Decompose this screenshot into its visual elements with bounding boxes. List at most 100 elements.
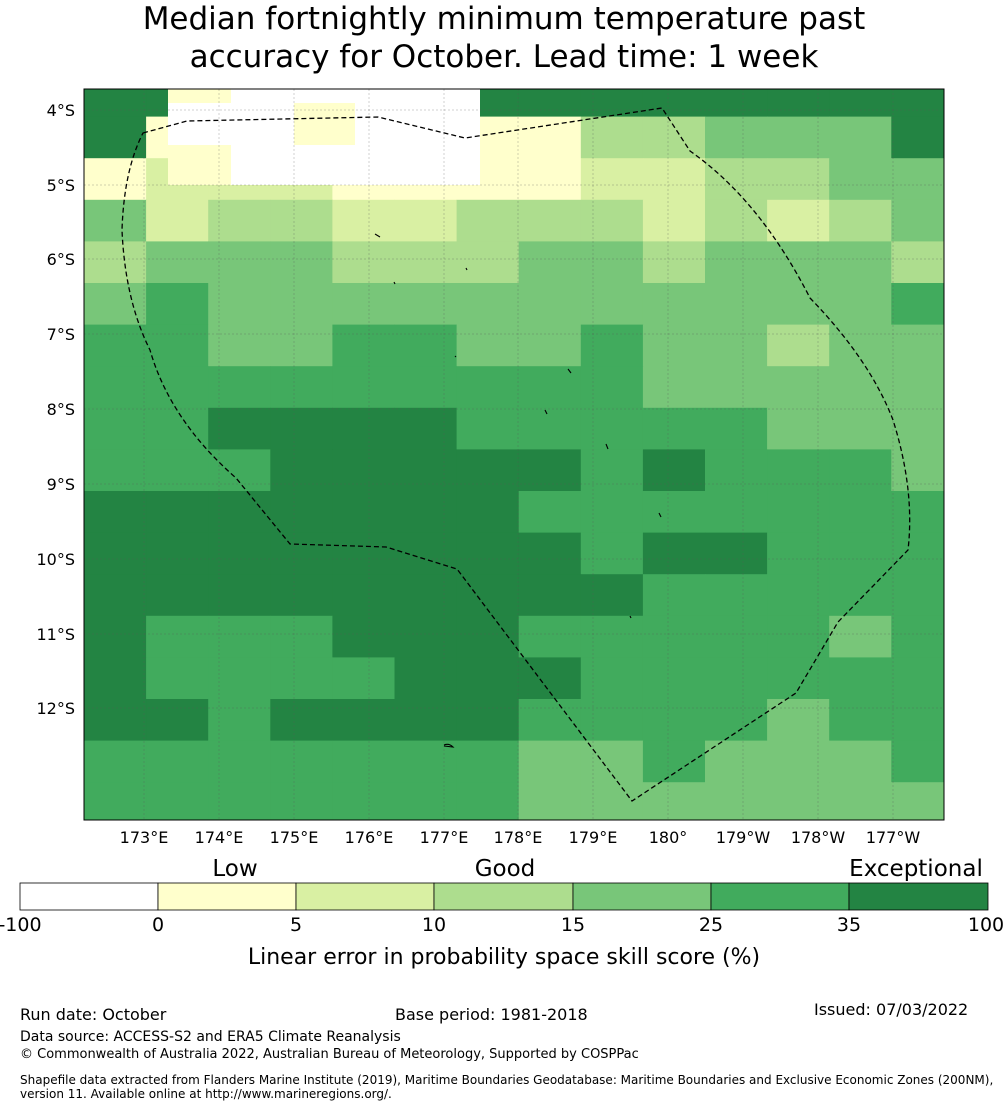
grid-cell xyxy=(518,699,582,741)
grid-cell xyxy=(642,199,706,242)
grid-cell xyxy=(208,491,271,533)
colorbar xyxy=(19,882,989,911)
grid-cell xyxy=(705,782,768,821)
lon-tick-label: 175°E xyxy=(270,828,319,847)
grid-cell xyxy=(84,324,147,367)
grid-cell xyxy=(829,740,892,783)
grid-cell xyxy=(394,699,457,741)
grid-cell xyxy=(891,199,945,242)
grid-cell xyxy=(146,491,209,533)
grid-cell xyxy=(829,158,892,201)
grid-cell xyxy=(705,615,768,658)
grid-cell xyxy=(829,574,892,617)
grid-cell xyxy=(146,740,209,783)
grid-cell xyxy=(642,740,706,783)
grid-cell xyxy=(891,407,945,450)
grid-cell xyxy=(580,574,644,617)
grid-cell xyxy=(456,699,520,741)
colorbar-segment xyxy=(433,882,574,911)
grid-cell xyxy=(332,657,395,700)
grid-cell xyxy=(270,491,333,533)
island-small-2 xyxy=(393,281,396,285)
grid-cell xyxy=(270,740,333,783)
grid-cell xyxy=(394,615,457,658)
lat-tick-label: 6°S xyxy=(47,250,75,269)
grid-cell xyxy=(146,699,209,741)
grid-cell xyxy=(580,532,644,575)
grid-cell xyxy=(767,283,830,325)
grid-cell xyxy=(829,615,892,658)
island-small-6 xyxy=(605,443,609,450)
grid-cell xyxy=(84,574,147,617)
map-title: Median fortnightly minimum temperature p… xyxy=(0,0,1008,76)
grid-cell xyxy=(705,283,768,325)
issued-date: Issued: 07/03/2022 xyxy=(814,1000,969,1019)
grid-cell xyxy=(270,574,333,617)
grid-cell xyxy=(518,407,582,450)
grid-cell xyxy=(705,491,768,533)
grid-cell xyxy=(84,241,147,284)
grid-cell xyxy=(767,699,830,741)
grid-cell xyxy=(332,782,395,821)
copyright: © Commonwealth of Australia 2022, Austra… xyxy=(20,1047,639,1062)
lon-tick-label: 178°W xyxy=(791,828,846,847)
grid-cell xyxy=(208,782,271,821)
grid-cell xyxy=(518,158,582,201)
grid-cell xyxy=(270,199,333,242)
grid-cell xyxy=(829,241,892,284)
lat-tick-label: 5°S xyxy=(47,176,75,195)
grid-cell xyxy=(642,449,706,492)
grid-cell xyxy=(518,491,582,533)
grid-cell xyxy=(829,283,892,325)
grid-cell xyxy=(642,89,706,117)
grid-cell xyxy=(84,782,147,821)
grid-cell xyxy=(84,615,147,658)
lat-tick-label: 12°S xyxy=(36,699,75,718)
grid-cell xyxy=(767,782,830,821)
grid-cell xyxy=(767,158,830,201)
colorbar-tick-15: 15 xyxy=(560,914,586,936)
grid-cell xyxy=(518,782,582,821)
grid-cell xyxy=(518,449,582,492)
grid-cell xyxy=(829,699,892,741)
grid-cell xyxy=(580,740,644,783)
grid-cell xyxy=(518,366,582,409)
grid-cell xyxy=(829,532,892,575)
grid-cell xyxy=(518,199,582,242)
grid-cell xyxy=(642,782,706,821)
grid-cell xyxy=(146,407,209,450)
title-line-1: Median fortnightly minimum temperature p… xyxy=(142,1,866,37)
grid-cell xyxy=(146,574,209,617)
grid-cell xyxy=(84,532,147,575)
grid-cell xyxy=(84,283,147,325)
grid-cell xyxy=(580,491,644,533)
grid-cell xyxy=(705,158,768,201)
grid-cell xyxy=(642,491,706,533)
grid-cell xyxy=(642,366,706,409)
colorbar-segment xyxy=(572,882,712,911)
colorbar-segment xyxy=(710,882,850,911)
grid-cell xyxy=(456,366,520,409)
grid-cell xyxy=(891,574,945,617)
grid-cell xyxy=(146,366,209,409)
grid-cell xyxy=(332,366,395,409)
grid-cell xyxy=(456,283,520,325)
grid-cell xyxy=(208,283,271,325)
grid-cell xyxy=(580,324,644,367)
grid-cell xyxy=(829,782,892,821)
colorbar-segment xyxy=(19,882,159,911)
grid-cell xyxy=(580,199,644,242)
grid-cell xyxy=(394,449,457,492)
grid-cell xyxy=(456,532,520,575)
grid-cell xyxy=(168,89,231,103)
grid-cell xyxy=(705,532,768,575)
map-frame xyxy=(83,88,945,821)
grid-cell xyxy=(705,699,768,741)
eez-boundary xyxy=(121,107,911,802)
grid-cell xyxy=(456,782,520,821)
lon-tick-label: 179°E xyxy=(569,828,618,847)
grid-cell xyxy=(332,740,395,783)
grid-cell xyxy=(270,241,333,284)
run-date: Run date: October xyxy=(20,1005,167,1024)
grid-cell xyxy=(146,241,209,284)
